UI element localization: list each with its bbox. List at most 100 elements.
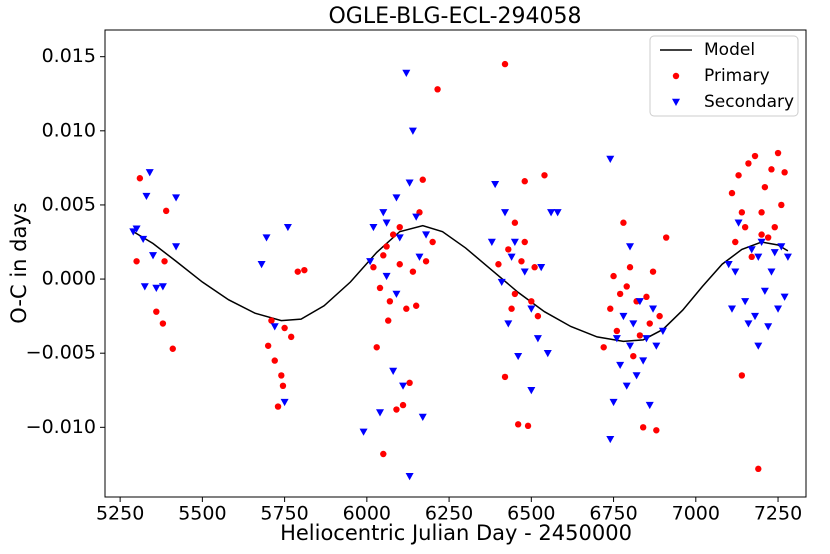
point: [656, 312, 663, 320]
point: [140, 283, 149, 291]
point: [613, 327, 621, 335]
point: [257, 261, 266, 269]
point: [754, 342, 763, 350]
point: [649, 268, 657, 275]
point: [738, 209, 746, 216]
point: [495, 261, 502, 268]
point: [408, 127, 417, 135]
point: [734, 219, 743, 227]
point: [521, 238, 528, 246]
point: [639, 357, 648, 365]
point: [620, 219, 627, 226]
point: [780, 293, 789, 301]
point: [380, 252, 387, 259]
point: [501, 60, 509, 68]
point: [161, 258, 168, 265]
point: [376, 409, 385, 417]
point: [380, 450, 387, 458]
point: [622, 382, 631, 390]
point: [501, 209, 510, 217]
point: [543, 349, 552, 358]
point: [514, 352, 523, 361]
point: [527, 305, 536, 313]
point: [172, 243, 181, 251]
point: [369, 223, 378, 232]
point: [418, 413, 427, 421]
point: [497, 278, 506, 287]
point: [728, 189, 736, 197]
point: [607, 305, 614, 312]
point: [649, 305, 658, 313]
x-axis-label: Heliocentric Julian Day - 2450000: [280, 521, 632, 545]
point: [646, 320, 653, 327]
point: [738, 372, 746, 379]
legend-label: Secondary: [704, 92, 794, 112]
point: [781, 169, 788, 176]
y-tick-label: 0.010: [42, 119, 96, 141]
point: [403, 305, 410, 312]
point: [409, 268, 417, 275]
point: [153, 308, 160, 315]
x-tick-label: 6500: [507, 503, 555, 525]
x-tick-label: 6750: [589, 503, 637, 525]
model-line: [132, 224, 789, 343]
x-tick-label: 6000: [343, 503, 391, 525]
point: [748, 253, 755, 261]
y-tick-label: −0.005: [26, 342, 96, 364]
point: [533, 335, 542, 343]
point: [547, 209, 556, 217]
point: [758, 209, 765, 216]
x-tick-label: 7000: [672, 503, 720, 525]
point: [393, 406, 400, 413]
point: [396, 261, 403, 268]
point: [771, 223, 778, 231]
point: [271, 357, 278, 364]
point: [629, 320, 638, 328]
point: [758, 231, 765, 238]
x-tick-label: 5750: [260, 503, 308, 525]
point: [531, 264, 538, 271]
point: [761, 183, 769, 191]
point: [606, 155, 615, 163]
point: [777, 243, 786, 251]
point: [616, 361, 625, 370]
legend-swatch: [672, 72, 680, 80]
point: [764, 323, 773, 331]
point: [278, 372, 285, 379]
point: [612, 335, 621, 343]
point: [491, 180, 500, 189]
point: [767, 268, 776, 276]
point: [735, 172, 742, 179]
point: [399, 401, 407, 409]
point: [405, 179, 414, 187]
y-tick-label: 0.000: [42, 268, 96, 290]
point: [751, 312, 760, 321]
point: [376, 284, 384, 292]
point: [149, 252, 158, 260]
point: [653, 427, 660, 434]
plot-area: [129, 60, 792, 481]
point: [402, 69, 411, 77]
point: [389, 231, 397, 238]
point: [396, 223, 403, 231]
point: [662, 234, 670, 241]
point: [727, 305, 736, 313]
point: [429, 238, 436, 246]
point: [610, 272, 617, 280]
point: [139, 235, 148, 244]
point: [639, 424, 647, 431]
point: [274, 403, 282, 410]
point: [768, 166, 775, 173]
point: [279, 382, 287, 390]
point: [658, 327, 667, 335]
point: [521, 178, 528, 185]
point: [281, 324, 288, 332]
point: [132, 225, 141, 233]
point: [419, 176, 426, 183]
point: [379, 209, 388, 217]
point: [370, 264, 377, 271]
point: [366, 258, 375, 266]
x-tick-label: 6250: [425, 503, 473, 525]
point: [770, 249, 779, 257]
y-tick-label: 0.005: [42, 193, 96, 215]
